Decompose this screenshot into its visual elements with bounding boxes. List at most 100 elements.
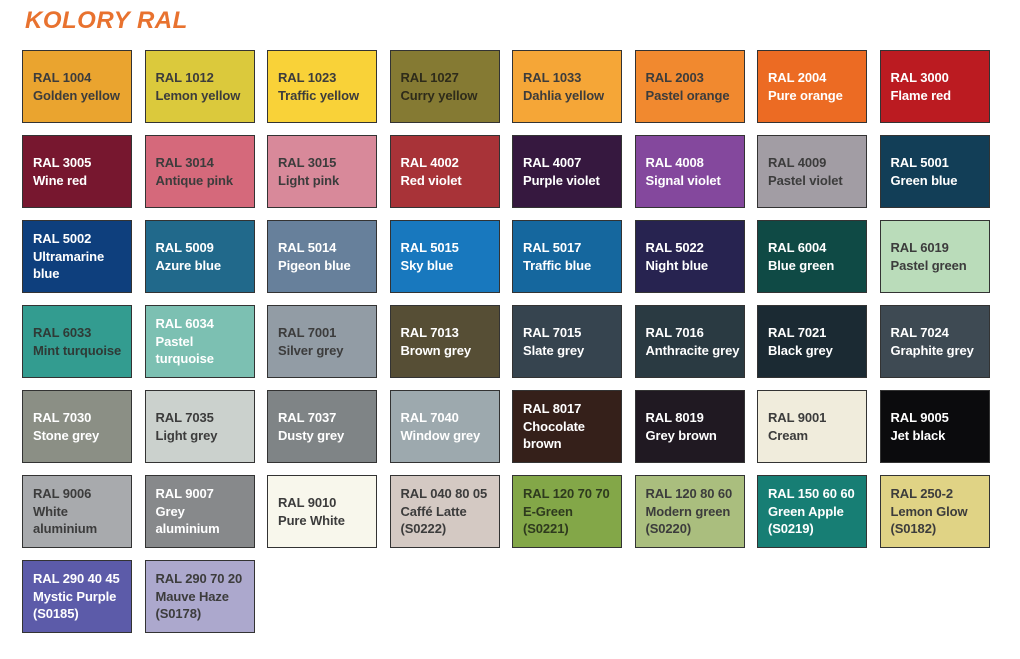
swatch-name: Green blue xyxy=(890,172,958,188)
swatch-code: RAL 9005 xyxy=(890,409,949,425)
swatch-code: RAL 4009 xyxy=(768,154,827,170)
swatch-sub: (S0222) xyxy=(400,521,447,537)
page-title: KOLORY RAL xyxy=(25,7,188,34)
color-swatch: RAL 9005 Jet black xyxy=(879,390,990,463)
swatch-code: RAL 6004 xyxy=(768,239,827,255)
swatch-sub: (S0220) xyxy=(645,521,692,537)
color-swatch: RAL 3015 Light pink xyxy=(267,135,377,208)
swatch-name: E-Green xyxy=(523,503,573,519)
swatch-name: Grey brown xyxy=(645,427,717,443)
swatch-code: RAL 3000 xyxy=(890,69,949,85)
swatch-code: RAL 8017 xyxy=(523,401,582,417)
swatch-name: Purple violet xyxy=(523,172,600,188)
color-swatch: RAL 4002 Red violet xyxy=(389,135,500,208)
swatch-name: Silver grey xyxy=(278,342,344,358)
color-swatch: RAL 7021 Black grey xyxy=(757,305,867,378)
color-swatch: RAL 6033 Mint turquoise xyxy=(22,305,132,378)
swatch-name: Night blue xyxy=(645,257,709,273)
color-swatch: RAL 5017 Traffic blue xyxy=(512,220,622,293)
swatch-code: RAL 290 70 20 xyxy=(155,571,243,587)
swatch-code: RAL 5002 xyxy=(33,231,92,247)
swatch-code: RAL 7021 xyxy=(768,324,827,340)
swatch-name: Flame red xyxy=(890,87,952,103)
color-swatch: RAL 2004 Pure orange xyxy=(757,50,867,123)
swatch-name: Red violet xyxy=(400,172,462,188)
swatch-name: Brown grey xyxy=(400,342,472,358)
swatch-name: Pure orange xyxy=(768,87,843,103)
color-swatch: RAL 1012 Lemon yellow xyxy=(144,50,255,123)
swatch-name: Stone grey xyxy=(33,427,100,443)
color-swatch: RAL 290 40 45 Mystic Purple (S0185) xyxy=(22,560,132,633)
color-swatch: RAL 7035 Light grey xyxy=(144,390,255,463)
color-swatch: RAL 5015 Sky blue xyxy=(389,220,500,293)
swatch-name: Graphite grey xyxy=(890,342,974,358)
swatch-name: Pastel green xyxy=(890,257,967,273)
color-swatch: RAL 8019 Grey brown xyxy=(634,390,745,463)
swatch-name: Golden yellow xyxy=(33,87,120,103)
swatch-code: RAL 290 40 45 xyxy=(33,571,120,587)
swatch-code: RAL 6019 xyxy=(890,239,949,255)
color-swatch: RAL 120 80 60 Modern green (S0220) xyxy=(634,475,745,548)
swatch-code: RAL 250-2 xyxy=(890,486,954,502)
swatch-code: RAL 7016 xyxy=(645,324,704,340)
swatch-name: Mint turquoise xyxy=(33,342,122,358)
swatch-name: Green Apple xyxy=(768,503,844,519)
swatch-code: RAL 4002 xyxy=(400,154,459,170)
color-swatch: RAL 7013 Brown grey xyxy=(389,305,500,378)
color-swatch: RAL 6019 Pastel green xyxy=(879,220,990,293)
swatch-code: RAL 7035 xyxy=(155,409,214,425)
color-swatch: RAL 6034 Pastel turquoise xyxy=(144,305,255,378)
swatch-sub: (S0182) xyxy=(890,521,937,537)
color-swatch: RAL 5001 Green blue xyxy=(879,135,990,208)
swatch-code: RAL 3005 xyxy=(33,154,92,170)
swatch-name: Azure blue xyxy=(155,257,222,273)
swatch-name: Traffic blue xyxy=(523,257,592,273)
swatch-code: RAL 9001 xyxy=(768,409,827,425)
swatch-code: RAL 2004 xyxy=(768,69,827,85)
swatch-code: RAL 1033 xyxy=(523,69,582,85)
swatch-name: Dahlia yellow xyxy=(523,87,605,103)
swatch-code: RAL 3014 xyxy=(155,154,214,170)
swatch-code: RAL 040 80 05 xyxy=(400,486,488,502)
color-swatch: RAL 9007 Grey aluminium xyxy=(144,475,255,548)
swatch-name: Modern green xyxy=(645,503,731,519)
swatch-name: Curry yellow xyxy=(400,87,478,103)
color-swatch: RAL 1033 Dahlia yellow xyxy=(512,50,622,123)
color-swatch: RAL 6004 Blue green xyxy=(757,220,867,293)
swatch-name: Wine red xyxy=(33,172,87,188)
color-swatch: RAL 7001 Silver grey xyxy=(267,305,377,378)
swatch-name: Caffé Latte xyxy=(400,503,467,519)
swatch-code: RAL 150 60 60 xyxy=(768,486,855,502)
swatch-code: RAL 7013 xyxy=(400,324,459,340)
color-swatch: RAL 5009 Azure blue xyxy=(144,220,255,293)
ral-color-swatch-grid: RAL 1004 Golden yellow RAL 1012 Lemon ye… xyxy=(22,50,990,633)
color-swatch: RAL 7016 Anthracite grey xyxy=(634,305,745,378)
swatch-code: RAL 5014 xyxy=(278,239,337,255)
swatch-name: Pure White xyxy=(278,512,345,528)
swatch-name: Traffic yellow xyxy=(278,87,359,103)
swatch-code: RAL 9007 xyxy=(155,486,214,502)
color-swatch: RAL 4008 Signal violet xyxy=(634,135,745,208)
swatch-name: Slate grey xyxy=(523,342,585,358)
swatch-name: White aluminium xyxy=(33,503,98,537)
swatch-code: RAL 2003 xyxy=(645,69,704,85)
swatch-name: Jet black xyxy=(890,427,946,443)
color-swatch: RAL 7037 Dusty grey xyxy=(267,390,377,463)
swatch-name: Light grey xyxy=(155,427,218,443)
swatch-code: RAL 7037 xyxy=(278,409,337,425)
color-swatch: RAL 1027 Curry yellow xyxy=(389,50,500,123)
swatch-name: Light pink xyxy=(278,172,340,188)
swatch-code: RAL 7015 xyxy=(523,324,582,340)
swatch-name: Lemon Glow xyxy=(890,503,968,519)
swatch-code: RAL 7030 xyxy=(33,409,92,425)
swatch-name: Mauve Haze xyxy=(155,588,230,604)
color-swatch: RAL 5014 Pigeon blue xyxy=(267,220,377,293)
swatch-code: RAL 8019 xyxy=(645,409,704,425)
swatch-code: RAL 5017 xyxy=(523,239,582,255)
color-swatch: RAL 040 80 05 Caffé Latte (S0222) xyxy=(389,475,500,548)
color-swatch: RAL 5022 Night blue xyxy=(634,220,745,293)
color-swatch: RAL 3005 Wine red xyxy=(22,135,132,208)
swatch-name: Dusty grey xyxy=(278,427,345,443)
swatch-code: RAL 5022 xyxy=(645,239,704,255)
swatch-code: RAL 1027 xyxy=(400,69,459,85)
